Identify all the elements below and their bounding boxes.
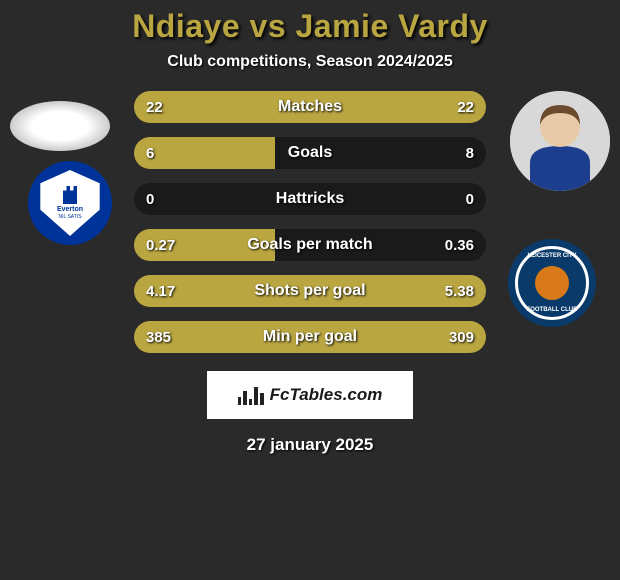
stat-bars: 22 Matches 22 6 Goals 8 0 Hattricks 0 0.27 Goals p… [134,91,486,353]
stat-row: 22 Matches 22 [134,91,486,123]
stat-row: 0.27 Goals per match 0.36 [134,229,486,261]
stat-label: Hattricks [276,190,344,208]
fctables-label: FcTables.com [270,385,383,405]
fctables-logo-icon [238,385,264,405]
date-label: 27 january 2025 [247,435,374,455]
page-title: Ndiaye vs Jamie Vardy [132,8,488,45]
stat-value-left: 0.27 [146,237,175,254]
everton-crest-icon: Everton NIL SATIS [37,170,103,236]
stat-value-left: 0 [146,191,154,208]
stat-value-right: 5.38 [445,283,474,300]
stat-label: Min per goal [263,328,357,346]
stat-row: 6 Goals 8 [134,137,486,169]
stat-value-right: 22 [457,99,474,116]
club-left-badge: Everton NIL SATIS [28,161,112,245]
stat-value-left: 6 [146,145,154,162]
stat-value-right: 0.36 [445,237,474,254]
leicester-crest-icon: LEICESTER CITY FOOTBALL CLUB [515,246,589,320]
player-silhouette-icon [510,91,610,191]
page-subtitle: Club competitions, Season 2024/2025 [167,53,452,71]
main-area: Everton NIL SATIS LEICESTER CITY FOOTBAL… [0,91,620,353]
player-right-photo [510,91,610,191]
stat-label: Goals [288,144,332,162]
player-left-photo [10,101,110,151]
stat-label: Goals per match [247,236,372,254]
stat-value-right: 0 [466,191,474,208]
stat-row: 385 Min per goal 309 [134,321,486,353]
stat-fill-left [134,137,275,169]
stat-value-left: 4.17 [146,283,175,300]
stat-row: 0 Hattricks 0 [134,183,486,215]
stat-label: Shots per goal [254,282,365,300]
club-left-name: Everton [57,206,83,213]
stat-value-left: 22 [146,99,163,116]
comparison-infographic: Ndiaye vs Jamie Vardy Club competitions,… [0,0,620,580]
stat-label: Matches [278,98,342,116]
stat-value-right: 309 [449,329,474,346]
stat-row: 4.17 Shots per goal 5.38 [134,275,486,307]
stat-value-left: 385 [146,329,171,346]
club-right-badge: LEICESTER CITY FOOTBALL CLUB [508,239,596,327]
stat-value-right: 8 [466,145,474,162]
fctables-attribution: FcTables.com [207,371,413,419]
